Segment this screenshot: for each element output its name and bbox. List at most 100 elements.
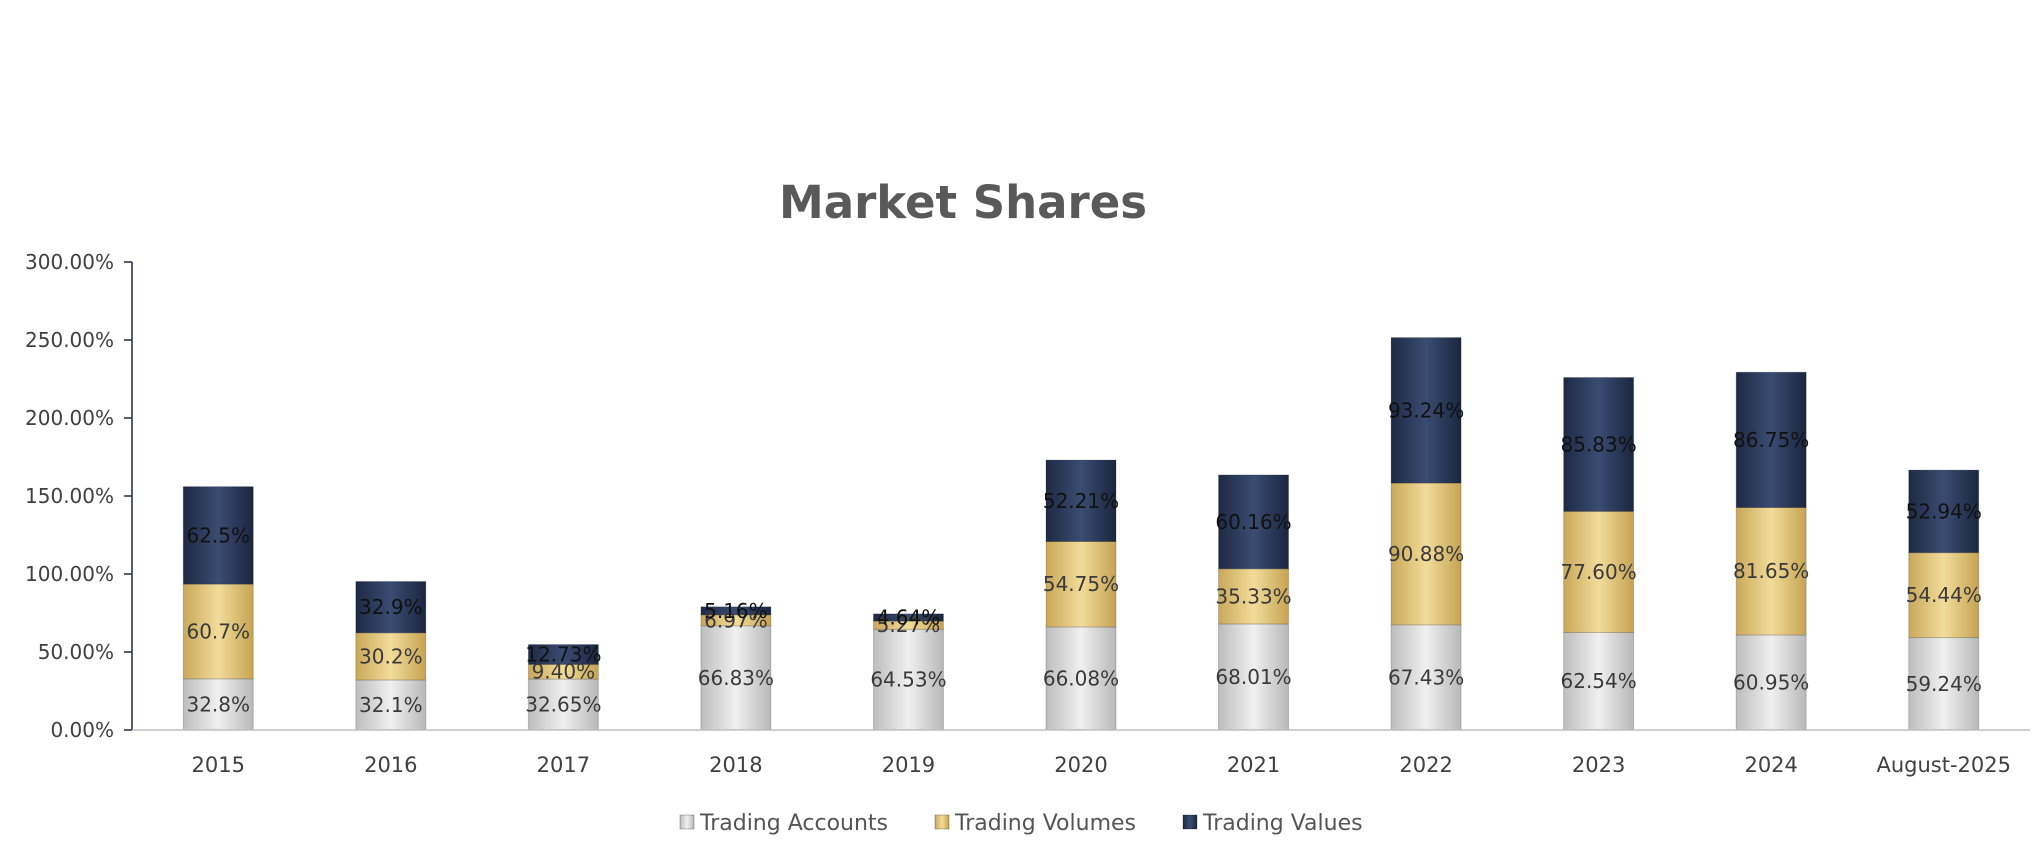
- legend-label: Trading Volumes: [954, 811, 1136, 836]
- bar-segment: [527, 644, 599, 665]
- bar-segment: [700, 625, 772, 731]
- bar-stack-2017: 32.65% 9.40%12.73%: [525, 642, 601, 731]
- data-label: 62.54%: [1561, 669, 1637, 693]
- bar-stack-2023: 62.54% 77.60% 85.83%: [1561, 376, 1637, 731]
- data-label: 4.64%: [877, 605, 941, 629]
- bar-segment: [872, 613, 944, 622]
- data-label: 93.24%: [1388, 398, 1464, 422]
- bar-segment: [355, 580, 427, 634]
- data-label: 30.2%: [359, 644, 423, 668]
- data-label: 60.95%: [1733, 670, 1809, 694]
- bar-stack-2024: 60.95% 81.65% 86.75%: [1733, 371, 1809, 731]
- bar-stack-2018: 66.83% 6.97%5.16%: [698, 599, 774, 731]
- plot-area: 32.8% 60.7% 62.5% 32.1% 30.2% 32.9% 32.65% 9.40…: [182, 337, 1982, 731]
- data-label: 67.43%: [1388, 665, 1464, 689]
- bar-segment: [1908, 552, 1980, 639]
- legend-swatch: [934, 814, 950, 830]
- data-label: 64.53%: [870, 668, 946, 692]
- data-label: 52.94%: [1906, 499, 1982, 523]
- data-label: 60.16%: [1215, 510, 1291, 534]
- data-label: 52.21%: [1043, 489, 1119, 513]
- x-tick-label: 2018: [709, 753, 762, 777]
- bar-stack-2016: 32.1% 30.2% 32.9%: [355, 580, 427, 731]
- legend-item: Trading Accounts: [679, 811, 888, 836]
- data-label: 5.27%: [877, 613, 941, 637]
- bar-segment: [355, 632, 427, 681]
- bar-stack-August-2025: 59.24% 54.44% 52.94%: [1906, 469, 1982, 731]
- x-tick-label: 2023: [1572, 753, 1625, 777]
- legend: Trading Accounts Trading Volumes Trading V…: [679, 811, 1363, 836]
- y-tick-label: 150.00%: [25, 484, 114, 508]
- x-tick-label: 2019: [882, 753, 935, 777]
- data-label: 81.65%: [1733, 559, 1809, 583]
- data-label: 54.44%: [1906, 583, 1982, 607]
- bar-segment: [1908, 469, 1980, 554]
- bar-segment: [1563, 510, 1635, 633]
- data-label: 77.60%: [1561, 560, 1637, 584]
- data-label: 68.01%: [1215, 665, 1291, 689]
- bar-segment: [1390, 624, 1462, 731]
- bar-segment: [182, 583, 254, 680]
- legend-swatch: [679, 814, 695, 830]
- bar-segment: [700, 606, 772, 616]
- bar-segment: [1045, 626, 1117, 731]
- bar-segment: [182, 486, 254, 585]
- bar-segment: [1218, 568, 1290, 625]
- bar-segment: [1735, 371, 1807, 509]
- bar-segment: [182, 678, 254, 731]
- bar-stack-2020: 66.08% 54.75% 52.21%: [1043, 459, 1119, 731]
- x-tick-label: 2022: [1399, 753, 1452, 777]
- x-tick-label: 2015: [192, 753, 245, 777]
- data-label: 32.65%: [525, 693, 601, 717]
- data-label: 12.73%: [525, 642, 601, 666]
- data-label: 6.97%: [704, 608, 768, 632]
- y-tick-label: 50.00%: [38, 640, 114, 664]
- data-label: 86.75%: [1733, 428, 1809, 452]
- x-tick-label: 2024: [1744, 753, 1797, 777]
- y-tick-label: 250.00%: [25, 328, 114, 352]
- data-label: 9.40%: [532, 660, 596, 684]
- y-tick-label: 100.00%: [25, 562, 114, 586]
- bar-segment: [1218, 623, 1290, 731]
- x-tick-label: 2020: [1054, 753, 1107, 777]
- legend-label: Trading Values: [1202, 811, 1363, 836]
- data-label: 35.33%: [1215, 584, 1291, 608]
- x-axis: 2015 2016 2017 2018 2019 2020 2021 2022 2023 2024…: [132, 729, 2030, 777]
- data-label: 66.83%: [698, 666, 774, 690]
- bar-segment: [355, 679, 427, 731]
- legend-item: Trading Values: [1182, 811, 1363, 836]
- data-label: 32.8%: [186, 692, 250, 716]
- data-label: 5.16%: [704, 599, 768, 623]
- bar-stack-2019: 64.53% 5.27%4.64%: [870, 605, 947, 731]
- chart-title: Market Shares: [779, 176, 1147, 229]
- bar-segment: [1563, 376, 1635, 512]
- data-label: 90.88%: [1388, 542, 1464, 566]
- bar-segment: [872, 628, 944, 731]
- bar-segment: [1735, 634, 1807, 731]
- bar-stack-2022: 67.43% 90.88% 93.24%: [1388, 337, 1464, 731]
- x-tick-label: 2016: [364, 753, 417, 777]
- legend-item: Trading Volumes: [934, 811, 1136, 836]
- bar-stack-2015: 32.8% 60.7% 62.5%: [182, 486, 254, 731]
- x-tick-label: 2017: [537, 753, 590, 777]
- y-tick-label: 200.00%: [25, 406, 114, 430]
- y-axis: 0.00% 50.00% 100.00% 150.00% 200.00% 250.00% 3…: [25, 250, 133, 742]
- bar-segment: [1045, 459, 1117, 543]
- data-label: 59.24%: [1906, 672, 1982, 696]
- data-label: 66.08%: [1043, 666, 1119, 690]
- x-tick-label: 2021: [1227, 753, 1280, 777]
- data-label: 62.5%: [186, 523, 250, 547]
- bar-stack-2021: 68.01% 35.33% 60.16%: [1215, 474, 1292, 731]
- y-tick-label: 300.00%: [25, 250, 114, 274]
- data-label: 54.75%: [1043, 572, 1119, 596]
- legend-label: Trading Accounts: [699, 811, 888, 836]
- bar-segment: [1218, 474, 1290, 570]
- data-label: 32.9%: [359, 595, 423, 619]
- bar-segment: [1390, 482, 1462, 626]
- bar-segment: [1735, 507, 1807, 636]
- data-label: 32.1%: [359, 693, 423, 717]
- y-tick-label: 0.00%: [50, 718, 114, 742]
- bar-segment: [1390, 337, 1462, 484]
- data-label: 60.7%: [186, 619, 250, 643]
